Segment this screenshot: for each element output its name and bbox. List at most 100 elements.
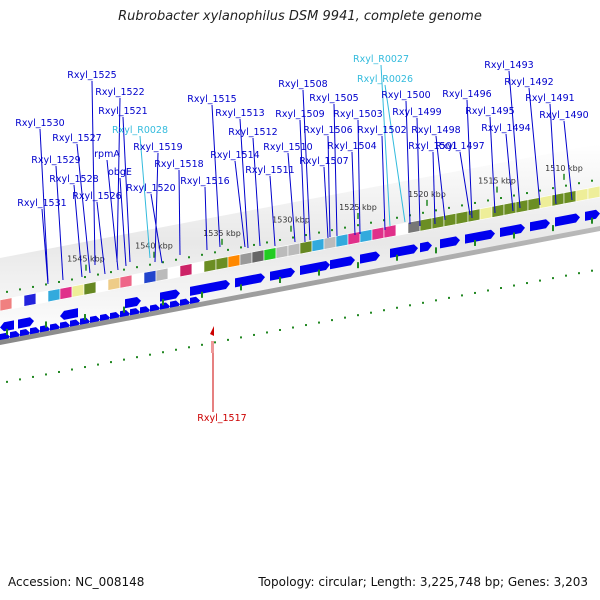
- gc-dot: [227, 248, 229, 251]
- gene-arrow: [530, 219, 550, 232]
- gc-bar: [396, 254, 398, 261]
- label-leader: [528, 87, 541, 206]
- gc-dot: [292, 326, 294, 329]
- gene-arrow: [18, 317, 34, 329]
- label-leader: [73, 184, 83, 278]
- cog-segment: [251, 249, 265, 264]
- cog-segment: [443, 212, 457, 228]
- topology-summary: Topology: circular; Length: 3,225,748 bp…: [258, 575, 588, 589]
- scale-tick-label: 1535 kbp: [203, 229, 241, 238]
- label-leader: [333, 103, 338, 237]
- scale-tick-label: 1510 kbp: [545, 164, 583, 173]
- gc-dot: [45, 373, 47, 376]
- cog-segment: [263, 247, 277, 262]
- gene-label: Rxyl_1503: [333, 109, 382, 120]
- gc-dot: [305, 234, 307, 237]
- label-leader: [299, 119, 306, 243]
- label-leader: [122, 116, 131, 263]
- cog-segment: [491, 203, 505, 218]
- gene-label: Rxyl_1525: [67, 70, 116, 81]
- cog-segment: [539, 194, 553, 209]
- rxyl-1517-marker: [211, 341, 214, 353]
- gc-dot: [214, 251, 216, 254]
- gc-dot: [435, 209, 437, 212]
- cog-segment: [347, 231, 361, 246]
- gc-bar: [162, 299, 164, 306]
- label-leader: [432, 151, 436, 225]
- gc-dot: [526, 282, 528, 285]
- gene-label: Rxyl_1516: [180, 176, 229, 187]
- gc-dot: [71, 278, 73, 281]
- gene-label: Rxyl_1521: [98, 106, 147, 117]
- gc-dot: [565, 184, 567, 187]
- accession-text: Accession: NC_008148: [8, 575, 145, 589]
- gene-label: Rxyl_1527: [52, 133, 101, 144]
- cog-segment: [503, 201, 517, 216]
- gene-label: Rxyl_1493: [484, 60, 533, 71]
- gc-dot: [422, 211, 424, 214]
- gene-arrow: [360, 251, 380, 264]
- gc-dots: [6, 179, 593, 383]
- gene-label: Rxyl_1500: [381, 90, 430, 101]
- scale-tick-label: 1525 kbp: [339, 203, 377, 212]
- cog-segment: [587, 185, 600, 200]
- label-leader: [139, 135, 151, 259]
- cog-segment: [143, 269, 157, 285]
- gene-arrows: [0, 209, 600, 343]
- label-leader: [435, 135, 446, 221]
- label-leader: [119, 177, 127, 267]
- gc-dot: [331, 229, 333, 232]
- gc-dot: [578, 272, 580, 275]
- cog-segment: [563, 190, 577, 205]
- gc-bar: [318, 269, 320, 276]
- gene-label: Rxyl_1510: [263, 142, 312, 153]
- label-leader: [302, 89, 311, 241]
- label-leader: [416, 117, 421, 227]
- gc-dot: [305, 324, 307, 327]
- gene-label: Rxyl_1529: [31, 155, 80, 166]
- cog-segment: [455, 210, 469, 225]
- gc-dot: [253, 243, 255, 246]
- gene-arrow: [330, 256, 355, 270]
- gc-dot: [500, 287, 502, 289]
- gc-dot: [149, 263, 151, 266]
- gene-label: Rxyl_1509: [275, 109, 324, 120]
- gc-dot: [474, 201, 476, 204]
- gc-bar: [45, 321, 47, 328]
- gene-label: Rxyl_1502: [357, 125, 406, 136]
- gc-dot: [253, 333, 255, 336]
- label-leader: [91, 80, 96, 266]
- gene-label: obgE: [108, 167, 132, 178]
- label-leader: [116, 97, 121, 263]
- gc-dot: [32, 285, 34, 288]
- label-leader: [154, 152, 159, 263]
- label-leader: [39, 128, 49, 283]
- label-leader: [505, 133, 514, 212]
- cog-segment: [479, 206, 493, 221]
- label-leader: [466, 99, 473, 219]
- gc-dot: [136, 356, 138, 359]
- gc-dot: [591, 269, 593, 272]
- gc-bar: [240, 284, 242, 291]
- gene-label: Rxyl_1491: [525, 93, 574, 104]
- scale-ticks: 1545 kbp 1540 kbp 1535 kbp 1530 kbp 1525 kbp…: [67, 164, 583, 271]
- gene-arrow: [390, 244, 418, 258]
- scale-tick-label: 1515 kbp: [478, 177, 516, 186]
- gc-dot: [84, 366, 86, 369]
- gene-arrow: [500, 224, 525, 237]
- gene-label: Rxyl_1496: [442, 89, 491, 100]
- cog-segment: [179, 263, 193, 278]
- gc-dot: [279, 328, 281, 331]
- gene-label: Rxyl_1492: [504, 77, 553, 88]
- cog-segment: [419, 217, 433, 232]
- gc-dot: [175, 258, 177, 261]
- gc-dot: [344, 316, 346, 319]
- cog-segment: [383, 224, 397, 239]
- scale-tick-label: 1540 kbp: [135, 242, 173, 251]
- gc-bar: [513, 232, 515, 239]
- gene-arrow: [60, 308, 78, 320]
- gene-label: Rxyl_1498: [411, 125, 460, 136]
- gc-dot: [110, 271, 112, 274]
- label-leaders: [39, 64, 573, 412]
- backbone: [0, 226, 600, 345]
